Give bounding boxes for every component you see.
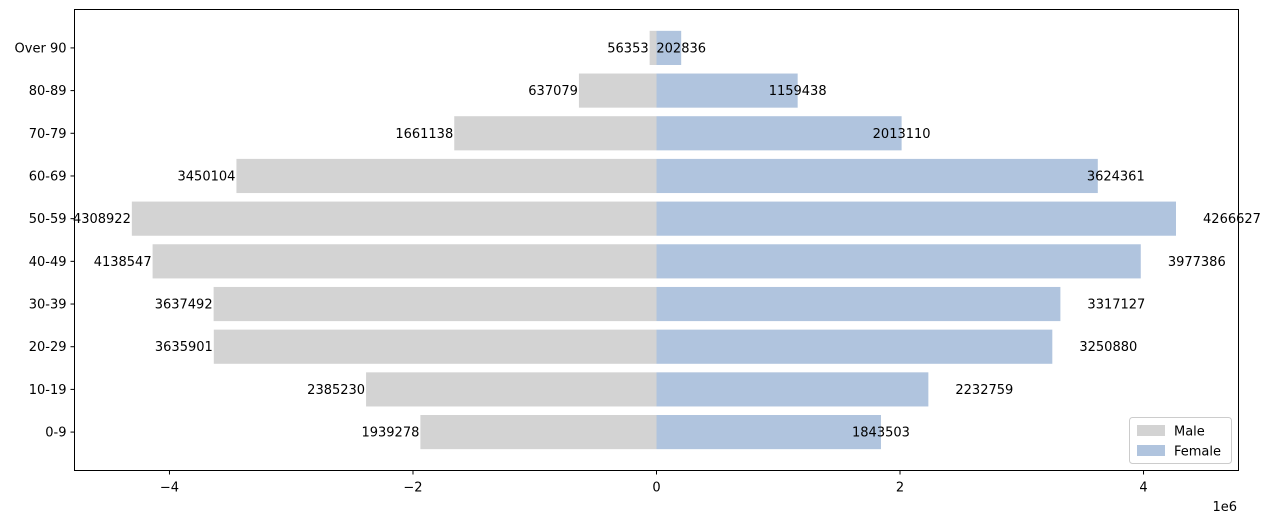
bar-female-50-59 (656, 201, 1176, 236)
bar-label-female-10-19: 2232759 (955, 383, 1013, 398)
bar-label-male-60-69: 3450104 (178, 169, 236, 184)
bar-female-40-49 (656, 244, 1141, 279)
legend-swatch-male (1137, 425, 1165, 436)
legend: Male Female (1129, 417, 1232, 464)
y-tick-label: 30-39 (29, 298, 67, 313)
y-axis: 0-9 10-19 20-29 30-39 40-49 50-59 60-69 70-79 80… (15, 41, 75, 441)
bar-male-40-49 (152, 244, 657, 279)
bar-label-male-50-59: 4308922 (73, 212, 131, 227)
bar-male-50-59 (131, 201, 657, 236)
bar-female-over-90 (656, 30, 682, 65)
y-tick-label: 40-49 (29, 255, 67, 270)
bar-female-20-29 (656, 329, 1053, 364)
bar-label-male-70-79: 1661138 (395, 127, 453, 142)
bar-label-male-20-29: 3635901 (155, 340, 213, 355)
x-axis-scale-label: 1e6 (1212, 500, 1237, 515)
bar-label-male-80-89: 637079 (528, 84, 578, 99)
bar-label-female-20-29: 3250880 (1079, 340, 1137, 355)
bar-label-female-70-79: 2013110 (873, 127, 931, 142)
bar-label-female-30-39: 3317127 (1087, 298, 1145, 313)
bar-label-female-60-69: 3624361 (1087, 169, 1145, 184)
bar-label-male-40-49: 4138547 (94, 255, 152, 270)
bar-label-female-40-49: 3977386 (1168, 255, 1226, 270)
x-tick-label: −2 (403, 481, 422, 496)
bar-label-male-0-9: 1939278 (361, 426, 419, 441)
y-tick-label: 80-89 (29, 84, 67, 99)
bar-female-0-9 (656, 415, 881, 450)
y-tick-label: 10-19 (29, 383, 67, 398)
bar-male-60-69 (236, 158, 657, 194)
x-tick-label: 4 (1139, 481, 1147, 496)
bars-layer (131, 30, 1176, 450)
x-tick-label: 0 (652, 481, 660, 496)
bar-female-30-39 (656, 286, 1061, 322)
bar-male-80-89 (578, 73, 657, 108)
bar-label-female-50-59: 4266627 (1203, 212, 1261, 227)
bar-female-80-89 (656, 73, 798, 108)
bar-label-male-30-39: 3637492 (155, 298, 213, 313)
bar-label-female-80-89: 1159438 (769, 84, 827, 99)
bar-male-30-39 (213, 286, 657, 322)
bar-label-female-0-9: 1843503 (852, 426, 910, 441)
bar-male-70-79 (454, 116, 657, 151)
bar-labels-layer: 1939278 2385230 3635901 3637492 4138547 43089… (73, 41, 1261, 440)
y-tick-label: 50-59 (29, 212, 67, 227)
y-tick-label: 60-69 (29, 169, 67, 184)
bar-label-male-over-90: 56353 (607, 41, 648, 56)
bar-female-10-19 (656, 372, 929, 407)
x-tick-label: −4 (160, 481, 179, 496)
bar-female-60-69 (656, 158, 1098, 194)
legend-swatch-female (1137, 445, 1165, 456)
y-tick-label: 70-79 (29, 127, 67, 142)
x-axis: −4 −2 0 2 4 (160, 470, 1148, 496)
x-tick-label: 2 (896, 481, 904, 496)
bar-female-70-79 (656, 116, 902, 151)
bar-male-20-29 (213, 329, 657, 364)
y-tick-label: 0-9 (45, 426, 66, 441)
bar-label-female-over-90: 202836 (656, 41, 706, 56)
bar-male-0-9 (420, 415, 657, 450)
bar-male-over-90 (649, 30, 657, 65)
y-tick-label: Over 90 (15, 41, 67, 56)
bar-label-male-10-19: 2385230 (307, 383, 365, 398)
bar-male-10-19 (366, 372, 657, 407)
y-tick-label: 20-29 (29, 340, 67, 355)
legend-label-male: Male (1174, 425, 1205, 440)
legend-label-female: Female (1174, 445, 1221, 460)
